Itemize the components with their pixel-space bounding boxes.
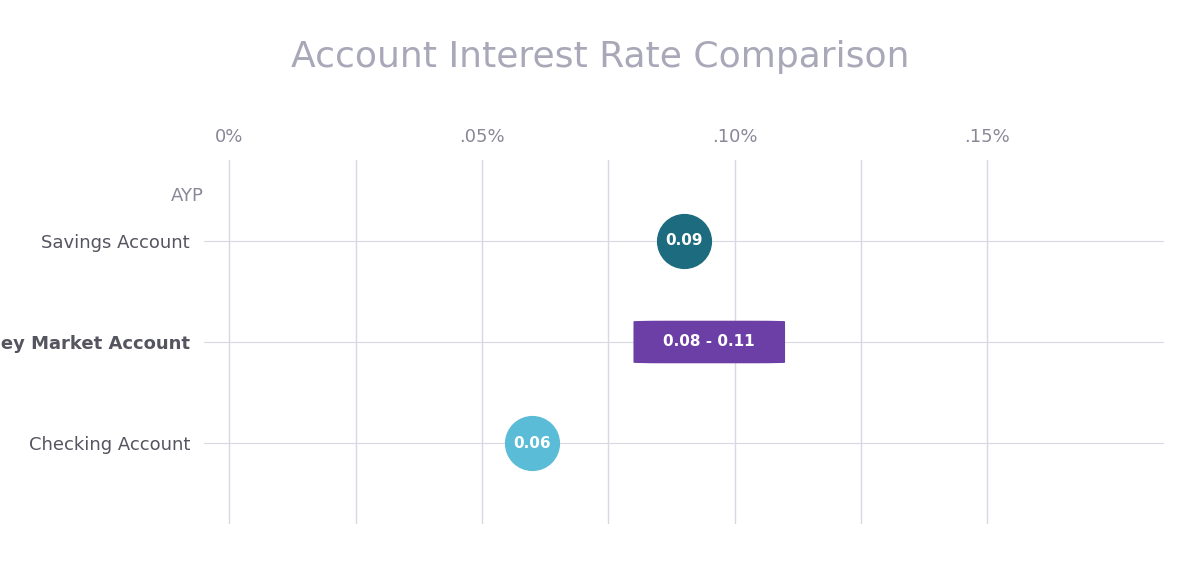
Point	[674, 236, 694, 245]
Text: AYP: AYP	[172, 187, 204, 205]
Point	[523, 439, 542, 448]
Text: Account Interest Rate Comparison: Account Interest Rate Comparison	[290, 40, 910, 74]
Text: 0.09: 0.09	[665, 233, 703, 248]
FancyBboxPatch shape	[634, 321, 785, 363]
Text: 0.08 - 0.11: 0.08 - 0.11	[664, 335, 755, 349]
Text: 0.06: 0.06	[514, 436, 551, 451]
